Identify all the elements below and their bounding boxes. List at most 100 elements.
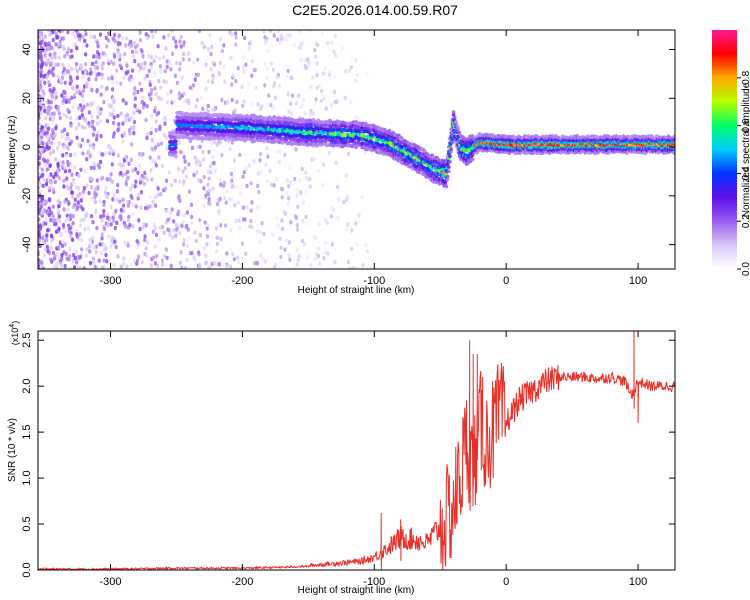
spectrogram-cell xyxy=(347,68,352,73)
spectrogram-cell xyxy=(50,94,54,99)
spectrogram-cell xyxy=(331,206,335,211)
spectrogram-cell xyxy=(138,226,142,232)
spectrogram-cell xyxy=(70,95,74,101)
spectrogram-cell xyxy=(333,100,338,105)
spectrogram-cell xyxy=(51,149,55,154)
spectrogram-cell xyxy=(78,223,82,228)
spectrogram-cell xyxy=(202,195,206,200)
spectrogram-cell xyxy=(209,51,213,57)
spectrogram-cell xyxy=(62,112,66,118)
spectrogram-cell xyxy=(77,173,81,178)
spectrogram-cell xyxy=(175,60,179,66)
spectrogram-cell xyxy=(77,122,81,127)
spectrogram-cell xyxy=(280,218,284,223)
spectrogram-cell xyxy=(107,234,111,239)
spectrogram-cell xyxy=(91,145,96,150)
spectrogram-cell xyxy=(77,89,82,94)
spectrogram-cell xyxy=(230,97,234,103)
spectrogram-cell xyxy=(54,62,58,68)
spectrogram-cell xyxy=(138,38,143,43)
spectrogram-cell xyxy=(280,226,285,232)
spectrogram-cell xyxy=(185,210,189,215)
spectrogram-cell xyxy=(213,168,218,173)
spectrogram-cell xyxy=(137,192,141,198)
spectrogram-cell xyxy=(285,238,289,243)
spectrogram-cell xyxy=(184,224,188,230)
spectrogram-cell xyxy=(91,219,95,225)
spectrogram-cell xyxy=(227,138,231,144)
spectrogram-cell xyxy=(130,183,134,188)
spectrogram-cell xyxy=(84,152,89,158)
spectrogram-cell xyxy=(207,149,211,155)
spectrogram-cell xyxy=(99,214,103,219)
spectrogram-cell xyxy=(217,72,222,77)
spectrogram-cell xyxy=(132,130,136,136)
spectrogram-cell xyxy=(135,244,139,250)
spectrogram-cell xyxy=(112,262,116,268)
spectrogram-cell xyxy=(42,200,46,205)
spectrogram-cell xyxy=(330,103,334,108)
spectrogram-cell xyxy=(57,141,61,146)
spectrogram-cell xyxy=(137,163,142,169)
spectrogram-cell xyxy=(74,126,79,131)
spectrogram-cell xyxy=(349,64,354,70)
spectrogram-cell xyxy=(447,165,451,169)
spectrogram-cell xyxy=(75,135,79,140)
spectrogram-cell xyxy=(44,115,48,121)
spectrogram-cell xyxy=(76,193,80,199)
spectrogram-cell xyxy=(47,100,51,105)
spectrogram-cell xyxy=(242,99,246,104)
spectrogram-cell xyxy=(74,249,78,255)
spectrogram-cell xyxy=(63,80,67,85)
spectrogram-cell xyxy=(102,226,107,232)
spectrogram-cell xyxy=(72,165,77,170)
spectrogram-cell xyxy=(141,151,145,157)
spectrogram-cell xyxy=(198,217,202,223)
spectrogram-cell xyxy=(208,32,212,38)
spectrogram-cell xyxy=(111,36,115,41)
spectrogram-cell xyxy=(84,52,88,57)
spectrogram-cell xyxy=(49,233,54,239)
spectrogram-cell xyxy=(125,63,129,68)
spectrogram-cell xyxy=(355,242,359,247)
spectrogram-cell xyxy=(80,108,84,113)
spectrogram-cell xyxy=(78,33,82,38)
spectrogram-cell xyxy=(66,146,70,151)
spectrogram-cell xyxy=(57,55,61,60)
spectrogram-cell xyxy=(333,89,337,95)
spectrogram-cell xyxy=(53,179,57,185)
spectrogram-cell xyxy=(119,170,123,176)
spectrogram-cell xyxy=(123,240,127,245)
spectrogram-cell xyxy=(364,242,368,248)
spectrogram-cell xyxy=(62,98,66,103)
spectrogram-cell xyxy=(68,152,73,158)
spectrogram-cell xyxy=(70,54,74,59)
spectrogram-cell xyxy=(335,184,340,190)
spectrogram-cell xyxy=(234,79,238,84)
spectrogram-cell xyxy=(53,222,57,227)
spectrogram-cell xyxy=(52,134,57,139)
spectrogram-cell xyxy=(160,163,165,169)
spectrogram-cell xyxy=(269,102,273,108)
spectrogram-cell xyxy=(214,226,218,231)
spectrogram-cell xyxy=(107,58,111,63)
spectrogram-cell xyxy=(38,226,43,231)
spectrogram-cell xyxy=(279,33,283,39)
spectrogram-cell xyxy=(672,151,675,155)
spectrogram-cell xyxy=(143,170,147,176)
spectrogram-cell xyxy=(155,253,159,259)
spectrogram-cell xyxy=(129,157,133,163)
spectrogram-cell xyxy=(350,228,354,233)
spectrogram-cell xyxy=(104,35,108,41)
spectrogram-cell xyxy=(195,170,199,175)
spectrogram-cell xyxy=(54,95,58,100)
spectrogram-cell xyxy=(85,81,89,86)
spectrogram-cell xyxy=(214,262,218,268)
spectrogram-cell xyxy=(218,36,222,42)
spectrogram-cell xyxy=(164,247,168,252)
spectrogram-cell xyxy=(182,154,186,160)
spectrogram-cell xyxy=(447,169,451,173)
spectrogram-cell xyxy=(68,254,72,259)
spectrogram-cell xyxy=(451,110,456,114)
spectrogram-cell xyxy=(105,118,110,124)
